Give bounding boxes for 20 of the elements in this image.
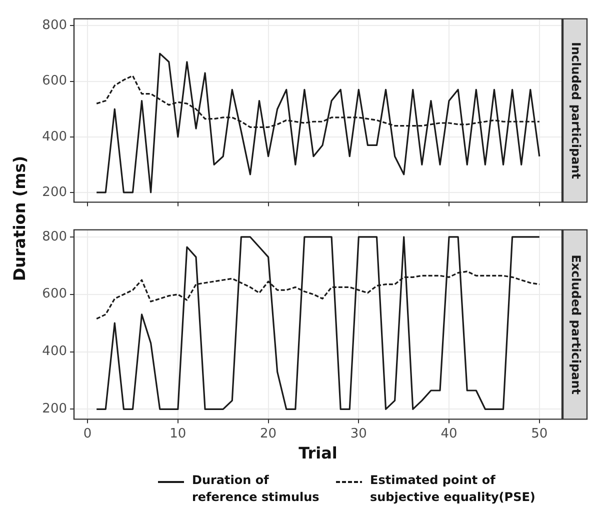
y-tick-label: 400 — [42, 344, 67, 360]
y-tick-label: 200 — [42, 402, 67, 417]
x-tick-label: 0 — [83, 426, 92, 442]
legend-label: Duration of reference stimulus — [192, 472, 320, 506]
x-tick-label: 50 — [531, 426, 548, 442]
y-tick-label: 800 — [42, 229, 67, 244]
text: Included participant — [568, 42, 583, 180]
x-tick-label: 10 — [170, 426, 186, 442]
y-axis-title: Duration (ms) — [10, 155, 30, 281]
x-axis-title: Trial — [298, 444, 338, 463]
y-tick-label: 200 — [42, 184, 67, 200]
x-tick-label: 40 — [440, 426, 458, 442]
y-tick-label: 400 — [42, 129, 67, 144]
y-tick-label: 600 — [42, 286, 67, 302]
x-tick-label: 20 — [260, 426, 277, 442]
legend-label: Estimated point of subjective equality(PSE) — [370, 472, 536, 506]
x-tick-label: 30 — [350, 426, 367, 442]
y-tick-label: 800 — [42, 18, 67, 34]
text: Excluded participant — [568, 254, 583, 395]
y-tick-label: 600 — [42, 74, 67, 89]
